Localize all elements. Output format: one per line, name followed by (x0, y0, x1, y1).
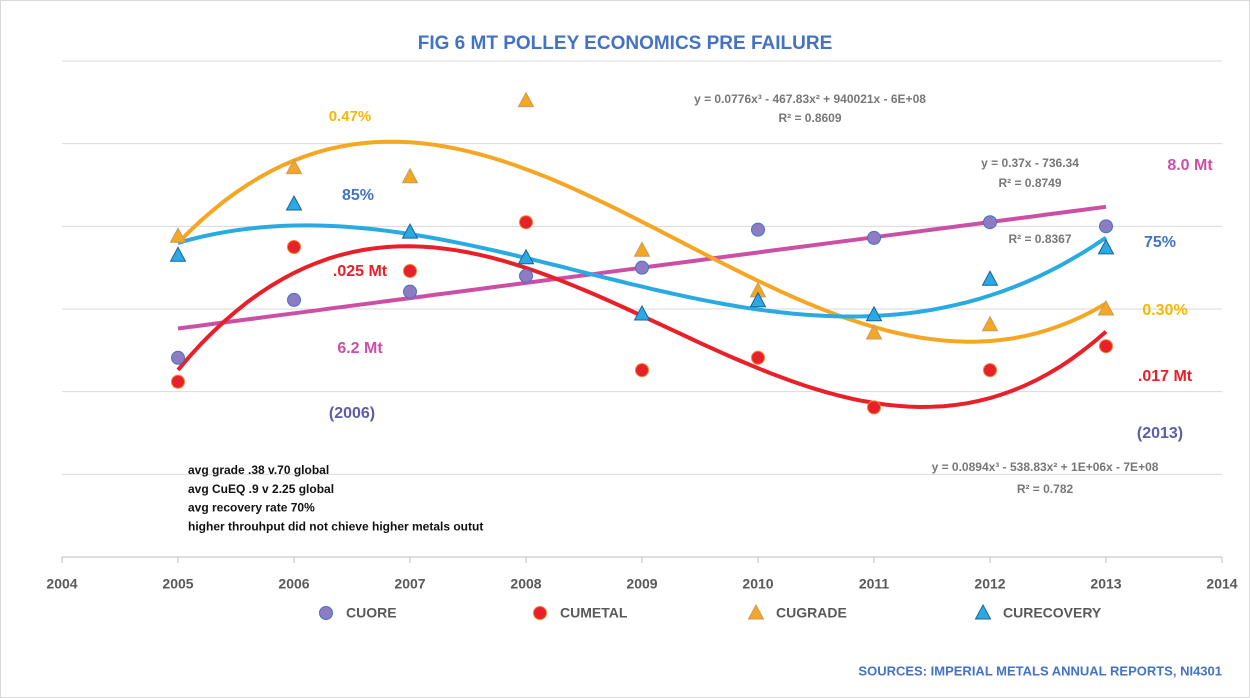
annotation: .017 Mt (1138, 368, 1193, 385)
x-tick-label: 2005 (162, 576, 193, 592)
point (285, 194, 303, 211)
annotation: R² = 0.8367 (1008, 232, 1071, 246)
point (867, 230, 881, 245)
source: SOURCES: IMPERIAL METALS ANNUAL REPORTS,… (858, 663, 1222, 678)
point (517, 91, 535, 108)
point (635, 260, 649, 275)
note: avg CuEQ .9 v 2.25 global (188, 482, 334, 496)
trendline (176, 139, 1107, 344)
annotation: 0.30% (1142, 302, 1187, 319)
legend-marker (319, 606, 333, 620)
trendline (177, 223, 1108, 319)
annotation: y = 0.0894x³ - 538.83x² + 1E+06x - 7E+08 (932, 460, 1159, 474)
annotation: y = 0.0776x³ - 467.83x² + 940021x - 6E+0… (694, 92, 926, 106)
legend-marker (974, 603, 992, 620)
annotation: (2006) (329, 405, 375, 422)
point (867, 400, 881, 415)
point (519, 215, 533, 230)
point (1099, 219, 1113, 234)
point (169, 246, 187, 262)
point (171, 350, 185, 365)
note: avg grade .38 v.70 global (188, 463, 329, 477)
legend-marker (533, 606, 547, 620)
annotation: (2013) (1137, 425, 1183, 442)
point (1099, 339, 1113, 354)
x-tick-label: 2008 (510, 576, 541, 592)
x-tick-label: 2006 (278, 576, 309, 592)
point (633, 241, 651, 257)
x-tick-label: 2012 (974, 576, 1005, 592)
annotation: 0.47% (329, 108, 372, 125)
annotation: R² = 0.782 (1017, 482, 1074, 496)
annotation: 75% (1144, 234, 1176, 251)
point (1097, 299, 1115, 316)
point (981, 270, 999, 286)
annotation: 85% (342, 187, 374, 204)
annotation: 6.2 Mt (337, 340, 383, 357)
point (751, 222, 765, 237)
x-tick-label: 2013 (1090, 576, 1121, 592)
x-tick-label: 2007 (394, 576, 425, 592)
point (749, 291, 767, 308)
legend-label: CUMETAL (560, 605, 628, 621)
point (169, 227, 187, 243)
point (751, 350, 765, 365)
point (517, 248, 535, 265)
legend-label: CURECOVERY (1003, 605, 1102, 621)
legend-marker (747, 603, 765, 620)
x-tick-label: 2010 (742, 576, 773, 592)
point (865, 323, 883, 340)
legend-label: CUORE (346, 605, 397, 621)
point (287, 292, 301, 307)
point (1097, 238, 1115, 255)
annotation: R² = 0.8749 (998, 176, 1061, 190)
chart-title: FIG 6 MT POLLEY ECONOMICS PRE FAILURE (418, 33, 833, 54)
point (287, 240, 301, 254)
x-tick-label: 2014 (1206, 576, 1237, 592)
x-tick-label: 2011 (859, 576, 890, 592)
point (403, 263, 417, 278)
point (983, 215, 997, 230)
annotation: 8.0 Mt (1167, 157, 1213, 174)
note: avg recovery rate 70% (188, 501, 315, 515)
annotation: y = 0.37x - 736.34 (981, 156, 1079, 170)
point (285, 158, 303, 175)
point (635, 363, 649, 378)
point (633, 304, 651, 321)
point (865, 305, 883, 322)
point (401, 223, 419, 239)
point (401, 167, 419, 184)
x-tick-label: 2004 (46, 576, 77, 592)
x-tick-label: 2009 (626, 576, 657, 592)
annotation: .025 Mt (333, 263, 388, 280)
point (981, 315, 999, 332)
point (403, 284, 417, 299)
note: higher throuhput did not chieve higher m… (188, 519, 483, 533)
point (983, 363, 997, 378)
legend-label: CUGRADE (776, 605, 847, 621)
annotation: R² = 0.8609 (778, 111, 841, 125)
point (171, 374, 185, 389)
point (519, 268, 533, 283)
